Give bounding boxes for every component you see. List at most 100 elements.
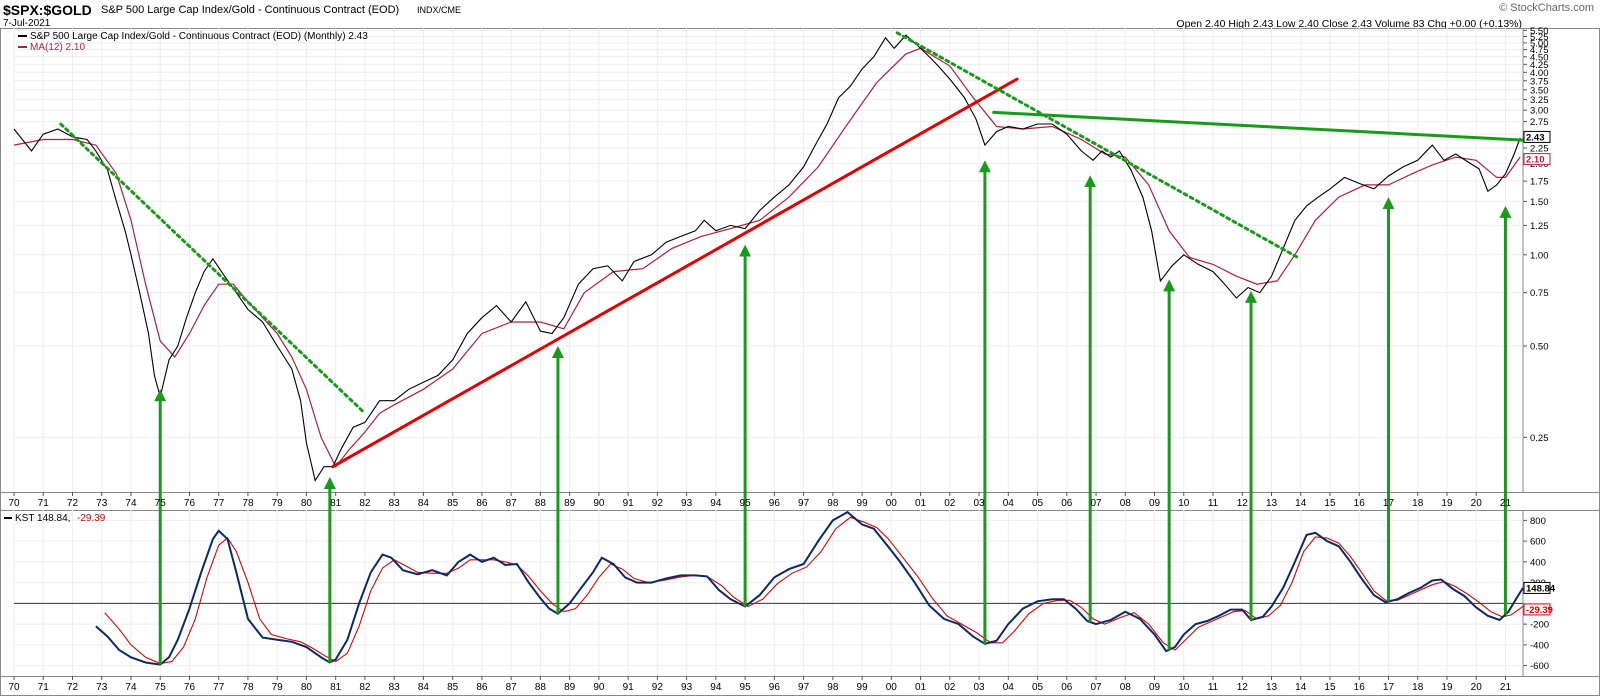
x-tick-label: 00	[886, 682, 898, 693]
x-tick-label: 11	[1208, 498, 1219, 509]
x-tick-label: 87	[506, 682, 518, 693]
y-tick-label: 4.75	[1530, 45, 1549, 56]
chart-description: S&P 500 Large Cap Index/Gold - Continuou…	[101, 4, 400, 16]
x-tick-label: 72	[67, 498, 79, 509]
chart-symbol: $SPX:$GOLD	[3, 2, 92, 18]
x-tick-label: 76	[184, 682, 196, 693]
x-tick-label: 12	[1237, 498, 1249, 509]
x-tick-label: 05	[1032, 682, 1044, 693]
x-tick-label: 20	[1471, 498, 1483, 509]
price-line	[13, 34, 1521, 482]
y-tick-label: 0.25	[1530, 433, 1549, 444]
y-tick-label: 1.00	[1530, 250, 1549, 261]
x-tick-label: 93	[681, 498, 693, 509]
y-tick-label: 400	[1530, 557, 1546, 568]
x-tick-label: 20	[1471, 682, 1483, 693]
x-tick-label: 05	[1032, 498, 1044, 509]
x-tick-label: 85	[447, 498, 459, 509]
y-tick-label: 5.50	[1530, 26, 1549, 37]
y-tick-label: 3.25	[1530, 95, 1549, 106]
x-tick-label: 74	[125, 498, 137, 509]
chart-date: 7-Jul-2021	[3, 18, 51, 29]
y-tick-label: 3.75	[1530, 76, 1549, 87]
x-tick-label: 70	[8, 498, 20, 509]
x-tick-label: 84	[418, 682, 430, 693]
kst-last-value-box	[1523, 581, 1551, 594]
kst-legend-entry: -29.39	[77, 513, 106, 524]
x-tick-label: 14	[1295, 498, 1307, 509]
x-tick-label: 88	[535, 682, 547, 693]
x-tick-label: 76	[184, 498, 196, 509]
x-tick-label: 06	[1061, 682, 1073, 693]
x-tick-label: 83	[389, 682, 401, 693]
x-tick-label: 74	[125, 682, 137, 693]
brand-watermark: © StockCharts.com	[1499, 2, 1594, 14]
x-tick-label: 77	[213, 498, 225, 509]
x-tick-label: 19	[1441, 498, 1453, 509]
green-downtrend-line	[59, 122, 367, 415]
axis-labels: 70 70 71 71 72 72 73 73 74 74 75 75 76 76 77 77 78 78 79 79…	[4, 26, 1556, 693]
x-tick-label: 15	[1324, 682, 1336, 693]
signal-arrows	[154, 160, 1512, 665]
x-tick-label: 16	[1354, 498, 1366, 509]
signal-last-value-box	[1523, 603, 1551, 616]
signal-last-value: -29.39	[1526, 605, 1553, 616]
x-tick-label: 79	[272, 498, 284, 509]
x-tick-label: 93	[681, 682, 693, 693]
x-tick-label: 81	[330, 498, 342, 509]
y-tick-label: 4.50	[1530, 52, 1549, 63]
x-tick-label: 94	[710, 682, 722, 693]
x-tick-label: 72	[67, 682, 79, 693]
kst-panel-frame	[0, 510, 1600, 677]
ma12-line	[13, 47, 1521, 468]
x-tick-label: 99	[857, 498, 869, 509]
green-resistance-line	[992, 110, 1525, 142]
y-tick-label: 4.00	[1530, 68, 1549, 79]
x-tick-label: 17	[1383, 682, 1395, 693]
x-tick-label: 01	[915, 498, 927, 509]
y-tick-label: -600	[1530, 661, 1549, 672]
x-tick-label: 81	[330, 682, 342, 693]
x-tick-label: 98	[827, 682, 839, 693]
x-tick-label: 79	[272, 682, 284, 693]
y-tick-label: 0.75	[1530, 288, 1549, 299]
x-tick-label: 84	[418, 498, 430, 509]
x-tick-label: 15	[1324, 498, 1336, 509]
x-tick-label: 91	[623, 498, 635, 509]
x-tick-label: 97	[798, 498, 810, 509]
x-tick-label: 91	[623, 682, 635, 693]
y-tick-label: 3.00	[1530, 106, 1549, 117]
x-tick-label: 08	[1120, 498, 1132, 509]
price-panel-frame	[0, 28, 1600, 493]
x-tick-label: 10	[1178, 498, 1190, 509]
y-tick-label: 0.50	[1530, 342, 1549, 353]
y-tick-label: 3.50	[1530, 85, 1549, 96]
x-tick-label: 13	[1266, 498, 1278, 509]
y-tick-label: 5.00	[1530, 38, 1549, 49]
x-tick-label: 89	[564, 682, 576, 693]
x-tick-label: 73	[96, 498, 108, 509]
x-tick-label: 04	[1003, 498, 1015, 509]
x-tick-label: 08	[1120, 682, 1132, 693]
y-tick-label: 2.25	[1530, 144, 1549, 155]
ma-last-value-box	[1523, 153, 1551, 166]
x-tick-label: 88	[535, 498, 547, 509]
x-tick-label: 92	[652, 498, 664, 509]
x-tick-label: 92	[652, 682, 664, 693]
x-tick-label: 78	[242, 498, 254, 509]
exchange-label: INDX/CME	[417, 5, 462, 15]
x-tick-label: 98	[827, 498, 839, 509]
ma-last-value: 2.10	[1526, 155, 1545, 166]
x-tick-label: 18	[1412, 498, 1424, 509]
y-tick-label: 5.25	[1530, 32, 1549, 43]
y-tick-label: 4.25	[1530, 60, 1549, 71]
x-tick-label: 82	[359, 682, 371, 693]
x-tick-label: 03	[973, 682, 985, 693]
grid-layer	[0, 28, 1600, 696]
x-tick-label: 86	[476, 682, 488, 693]
x-tick-label: 01	[915, 682, 927, 693]
x-tick-label: 12	[1237, 682, 1249, 693]
x-tick-label: 95	[740, 498, 752, 509]
x-tick-label: 90	[593, 682, 605, 693]
